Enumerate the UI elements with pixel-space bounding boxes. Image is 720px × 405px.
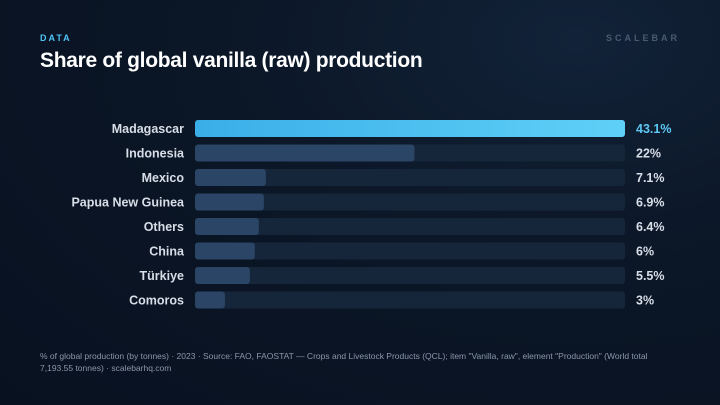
category-label: Comoros <box>129 294 184 308</box>
source-footnote: % of global production (by tonnes) · 202… <box>40 351 648 373</box>
bar-t-rkiye <box>195 267 250 284</box>
value-label: 6.9% <box>636 196 665 210</box>
value-label: 3% <box>636 294 654 308</box>
value-label: 43.1% <box>636 122 671 136</box>
category-label: China <box>149 245 185 259</box>
bar-madagascar <box>195 120 625 137</box>
bar-papua-new-guinea <box>195 193 264 211</box>
category-label: Mexico <box>142 171 185 185</box>
bar-indonesia <box>195 144 415 162</box>
bar-mexico <box>195 169 266 186</box>
bar-track <box>195 169 625 186</box>
category-label: Türkiye <box>140 269 185 283</box>
bar-track <box>195 218 625 235</box>
brand-logo: SCALEBAR <box>605 33 680 43</box>
bar-track <box>195 267 625 284</box>
bar-china <box>195 242 255 260</box>
category-label: Madagascar <box>112 122 184 136</box>
value-label: 6% <box>636 245 654 259</box>
value-label: 7.1% <box>636 171 665 185</box>
bar-track <box>195 291 625 309</box>
chart-title: Share of global vanilla (raw) production <box>40 49 423 72</box>
bar-comoros <box>195 291 225 309</box>
category-label: Indonesia <box>126 147 185 161</box>
bar-chart: Madagascar 43.1% Indonesia 22% Mexico 7.1% Pap… <box>71 120 671 309</box>
value-label: 5.5% <box>636 269 665 283</box>
bar-track <box>195 193 625 211</box>
kicker-label: DATA <box>40 33 72 43</box>
value-label: 6.4% <box>636 220 665 234</box>
category-label: Others <box>144 220 184 234</box>
bar-others <box>195 218 259 235</box>
value-label: 22% <box>636 147 661 161</box>
bar-track <box>195 242 625 260</box>
category-label: Papua New Guinea <box>71 196 185 210</box>
